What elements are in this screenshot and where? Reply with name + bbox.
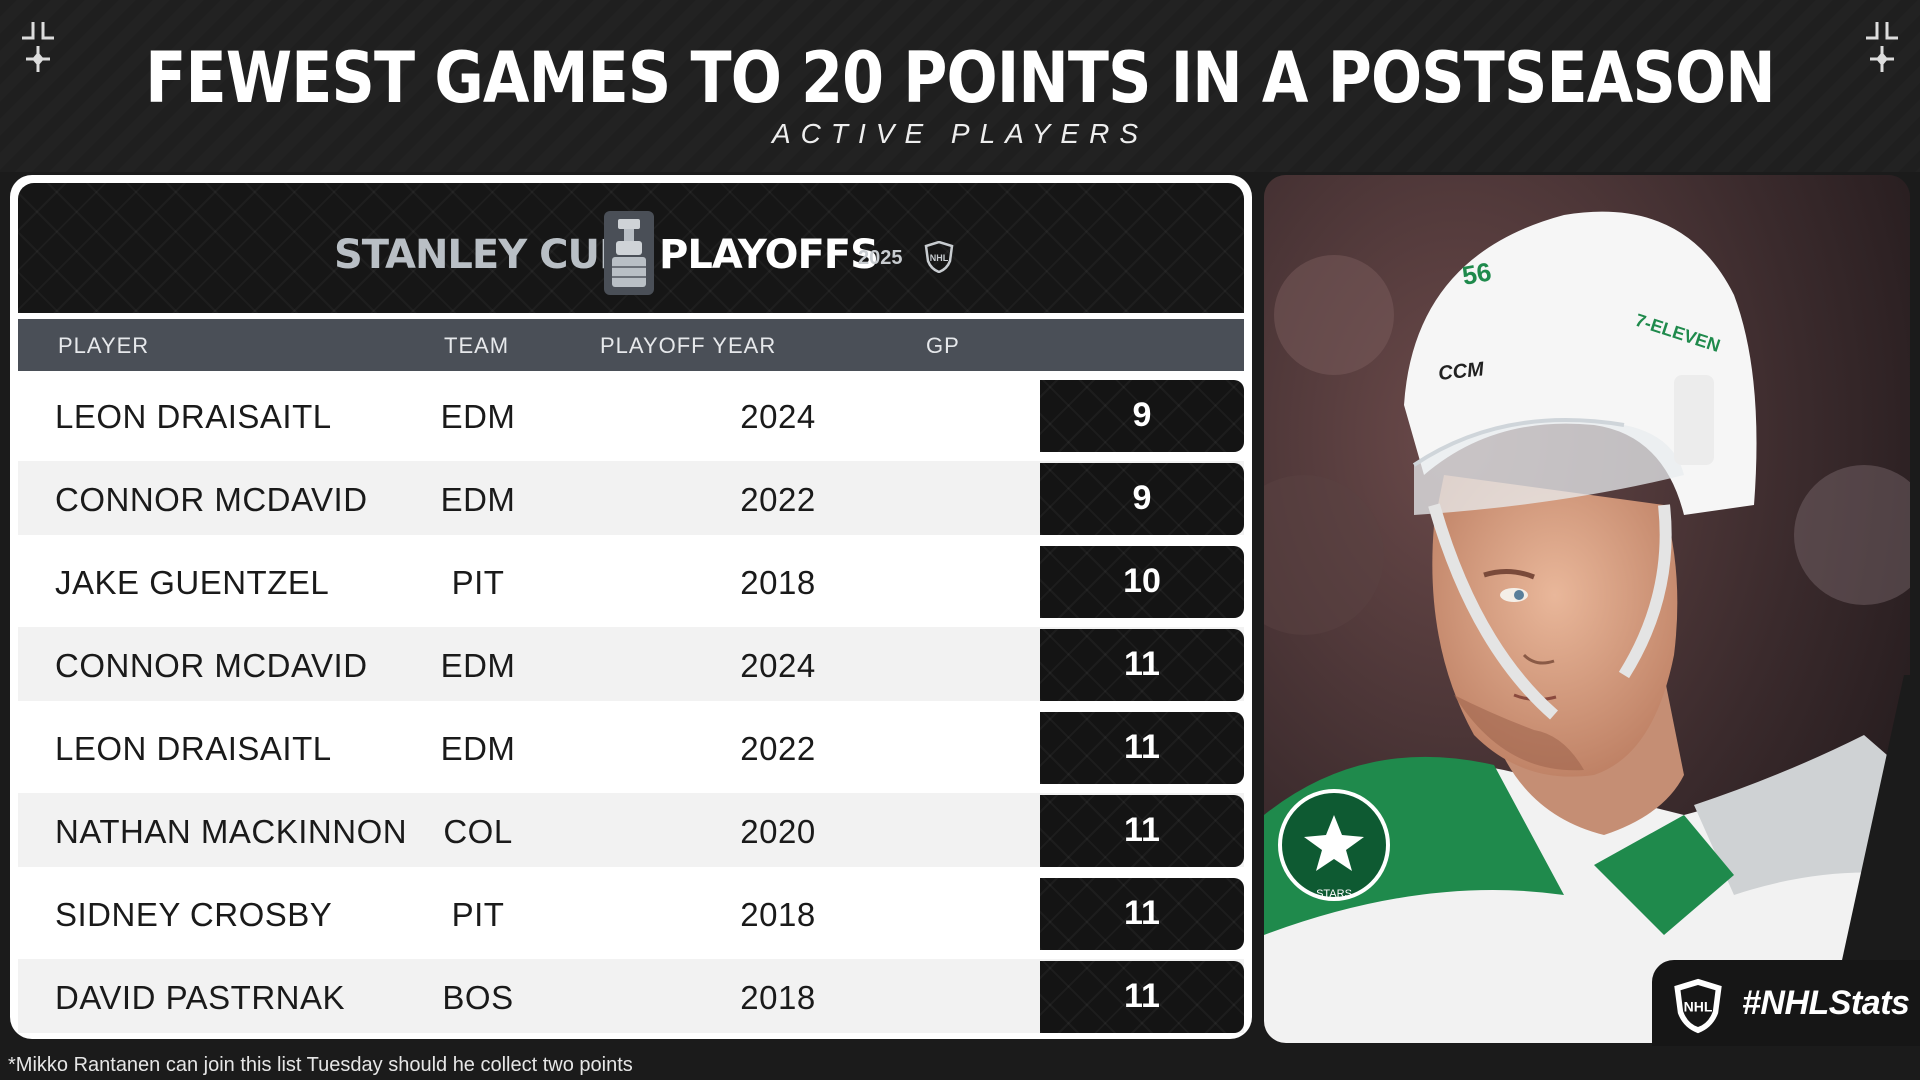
gp-value: 11 [1124,811,1160,849]
gp-value: 11 [1124,894,1160,932]
table-row: JAKE GUENTZEL PIT 2018 10 [18,544,1244,618]
table-header-banner: STANLEY CUP PLAYOFFS 2025 NHL [18,183,1244,313]
player-name: CONNOR MCDAVID [55,647,368,684]
playoff-year: 2018 [740,564,816,601]
team-abbrev: PIT [451,896,505,933]
team-abbrev: COL [443,813,513,850]
helmet [1404,211,1757,515]
player-illustration: STARS 56 CCM 7-ELEVEN [1264,175,1910,1043]
column-header-player: PLAYER [58,333,150,358]
page-title: FEWEST GAMES TO 20 POINTS IN A POSTSEASO… [145,37,1775,119]
playoff-year: 2022 [740,730,816,767]
page-subtitle: ACTIVE PLAYERS [771,118,1148,149]
column-header-team: TEAM [444,333,510,358]
player-name: SIDNEY CROSBY [55,896,333,933]
top-banner: FEWEST GAMES TO 20 POINTS IN A POSTSEASO… [0,0,1920,172]
hashtag-label: #NHLStats [1742,984,1910,1022]
helmet-number: 56 [1460,256,1494,291]
table-row: CONNOR MCDAVID EDM 2022 9 [18,461,1244,535]
player-name: JAKE GUENTZEL [55,564,330,601]
logo-year: 2025 [858,247,903,269]
player-photo: STARS 56 CCM 7-ELEVEN [1264,175,1910,1043]
gp-cell: 11 [1040,629,1244,701]
gp-cell: 11 [1040,712,1244,784]
playoff-year: 2024 [740,647,816,684]
nhl-shield-icon: NHL [1674,978,1722,1034]
player-name: LEON DRAISAITL [55,398,332,435]
gp-value: 11 [1124,728,1160,766]
nhl-shield-icon: NHL [924,241,954,273]
team-abbrev: EDM [440,481,516,518]
column-header-gp: GP [926,333,960,358]
playoff-year: 2018 [740,896,816,933]
logo-stanley-cup-text: STANLEY CUP [334,232,628,278]
gp-cell: 9 [1040,380,1244,452]
player-name: CONNOR MCDAVID [55,481,368,518]
team-abbrev: BOS [442,979,514,1016]
table-row: NATHAN MACKINNON COL 2020 11 [18,793,1244,867]
playoff-year: 2024 [740,398,816,435]
playoff-year: 2022 [740,481,816,518]
player-name: NATHAN MACKINNON [55,813,408,850]
nhlstats-badge: NHL #NHLStats [1652,960,1920,1046]
playoff-year: 2020 [740,813,816,850]
table-row: DAVID PASTRNAK BOS 2018 11 [18,959,1244,1033]
stanley-cup-playoffs-logo: STANLEY CUP PLAYOFFS 2025 NHL [334,211,954,301]
gp-value: 9 [1132,479,1152,517]
team-abbrev: EDM [440,647,516,684]
playoff-year: 2018 [740,979,816,1016]
sparkle-decoration-icon [1866,22,1898,72]
stanley-cup-icon [604,211,654,295]
gp-cell: 11 [1040,795,1244,867]
team-abbrev: EDM [440,398,516,435]
gp-cell: 11 [1040,878,1244,950]
gp-cell: 9 [1040,463,1244,535]
player-name: LEON DRAISAITL [55,730,332,767]
logo-playoffs-text: PLAYOFFS [659,232,879,278]
stats-table-panel: STANLEY CUP PLAYOFFS 2025 NHL PLAYER TEA… [10,175,1252,1039]
sparkle-decoration-icon [22,22,54,72]
face [1432,475,1678,777]
crest-text: STARS [1316,888,1352,900]
svg-text:NHL: NHL [930,253,949,263]
gp-value: 11 [1124,977,1160,1015]
jersey-collar [1594,815,1734,935]
table-row: LEON DRAISAITL EDM 2022 11 [18,710,1244,784]
gp-value: 9 [1132,396,1152,434]
column-header-playoff-year: PLAYOFF YEAR [600,333,777,358]
footnote: *Mikko Rantanen can join this list Tuesd… [8,1054,633,1076]
table-row: SIDNEY CROSBY PIT 2018 11 [18,876,1244,950]
table-row: LEON DRAISAITL EDM 2024 9 [18,378,1244,452]
player-name: DAVID PASTRNAK [55,979,345,1016]
gp-cell: 11 [1040,961,1244,1033]
team-abbrev: EDM [440,730,516,767]
gp-value: 10 [1123,562,1161,600]
gp-value: 11 [1124,645,1160,683]
gp-cell: 10 [1040,546,1244,618]
helmet-brand: CCM [1437,358,1486,385]
column-header-row: PLAYER TEAM PLAYOFF YEAR GP [18,319,1244,371]
team-abbrev: PIT [451,564,505,601]
svg-text:NHL: NHL [1684,998,1713,1014]
table-row: CONNOR MCDAVID EDM 2024 11 [18,627,1244,701]
